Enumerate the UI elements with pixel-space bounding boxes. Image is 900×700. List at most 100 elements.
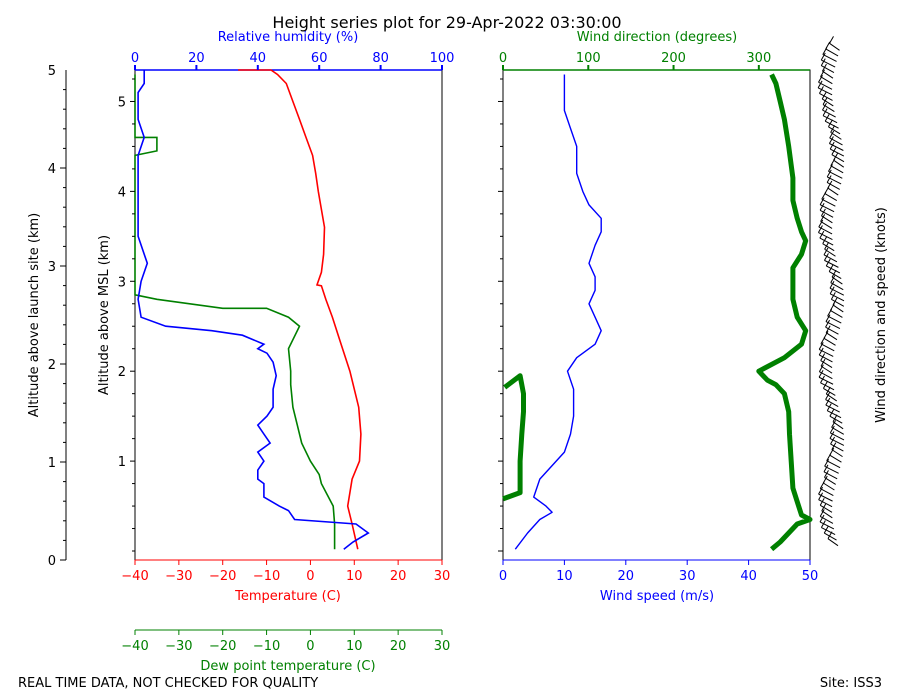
- wind-barb-flag: [819, 197, 825, 205]
- wind-barb-flag: [830, 436, 836, 445]
- wind-barb: [825, 404, 840, 413]
- relative-humidity-axis-label: Relative humidity (%): [218, 30, 359, 45]
- wind-barb-flag: [824, 470, 829, 478]
- msl-altitude-axis-label: Altitude above MSL (km): [97, 235, 112, 395]
- wind-barb-flag: [829, 141, 835, 150]
- dewpoint-tick-label: −40: [121, 639, 148, 654]
- wind-barb: [830, 282, 844, 291]
- wind-speed-tick-label: 0: [499, 569, 507, 584]
- wind-barb-flag: [830, 275, 836, 283]
- wind-barb: [830, 165, 844, 174]
- wind-barb-flag: [826, 175, 832, 183]
- wind-barb: [833, 159, 845, 168]
- msl-altitude-axis: 1 2 3 4 5: [118, 78, 135, 552]
- wind-barb: [826, 182, 840, 190]
- wind-barb: [817, 87, 833, 96]
- wind-barb: [829, 143, 844, 151]
- site-label: Site: ISS3: [820, 676, 882, 691]
- wind-plot-frame: [502, 69, 811, 561]
- wind-barb-flag: [829, 447, 835, 456]
- wind-barb: [825, 393, 837, 402]
- wind-barb: [821, 527, 836, 535]
- wind-barb: [829, 137, 843, 146]
- wind-barb: [822, 104, 835, 112]
- wind-barb-flag: [818, 225, 823, 233]
- wind-barb: [828, 126, 841, 135]
- wind-barb-flag: [818, 364, 824, 372]
- wind-barb: [818, 493, 833, 502]
- rh-tick-label: 20: [188, 51, 205, 66]
- dewpoint-line: [134, 74, 336, 550]
- wind-barb: [823, 387, 836, 396]
- dewpoint-axis: −40 −30 −20 −10 0 10 20 30: [121, 630, 450, 654]
- wind-direction-line: [756, 73, 813, 552]
- wind-barb: [818, 499, 833, 508]
- wind-barb: [824, 248, 836, 257]
- figure-title: Height series plot for 29-Apr-2022 03:30…: [272, 13, 621, 32]
- wind-barb: [822, 243, 835, 252]
- wind-barb: [822, 109, 836, 118]
- launch-altitude-tick-label: 5: [48, 64, 56, 79]
- wind-barb-flag: [822, 102, 827, 111]
- rh-tick-label: 80: [372, 51, 389, 66]
- wind-barb-flag: [827, 119, 833, 128]
- wind-barb: [819, 371, 833, 380]
- launch-altitude-tick-label: 4: [48, 162, 56, 177]
- wind-barb: [827, 176, 842, 185]
- wind-barb-flag: [823, 247, 829, 256]
- wind-barb: [819, 92, 833, 101]
- wind-barb: [828, 170, 843, 179]
- wind-barb-flag: [818, 347, 824, 356]
- launch-altitude-tick-label: 1: [48, 456, 56, 471]
- wind-barb-flag: [829, 425, 835, 434]
- rh-tick-label: 60: [311, 51, 328, 66]
- wind-barb: [829, 454, 842, 463]
- temperature-tick-label: −20: [209, 569, 236, 584]
- wind-barb-flag: [818, 342, 824, 350]
- wind-barb-flag: [818, 370, 824, 378]
- rh-tick-label: 0: [131, 51, 139, 66]
- launch-altitude-tick-label: 2: [48, 358, 56, 373]
- wind-barb: [818, 226, 833, 235]
- wind-series-group: [502, 73, 813, 552]
- temperature-tick-label: 10: [346, 569, 363, 584]
- wind-barb: [819, 204, 835, 213]
- wind-barb: [821, 98, 834, 107]
- wind-barb: [822, 70, 834, 79]
- wind-barb-flag: [826, 169, 832, 178]
- wind-barb-flag: [828, 136, 834, 144]
- temperature-tick-label: 20: [390, 569, 407, 584]
- wind-barb: [818, 376, 834, 385]
- temperature-line: [238, 69, 362, 550]
- dewpoint-tick-label: 0: [306, 639, 314, 654]
- wind-barb: [827, 538, 839, 547]
- wind-speed-tick-label: 10: [556, 569, 573, 584]
- wind-barb: [831, 276, 843, 285]
- wind-barb: [821, 65, 835, 74]
- wind-barb: [820, 515, 834, 524]
- wind-barb-flag: [820, 52, 826, 61]
- temperature-axis-label: Temperature (C): [234, 589, 341, 604]
- wind-barb: [824, 259, 839, 268]
- wind-barb: [819, 209, 834, 218]
- wind-barb: [824, 532, 837, 541]
- wind-barb: [818, 348, 834, 357]
- dewpoint-tick-label: −10: [253, 639, 280, 654]
- launch-altitude-tick-label: 3: [48, 260, 56, 275]
- wind-barb: [827, 410, 842, 419]
- wind-barb: [821, 59, 836, 68]
- wind-barb-flag: [820, 69, 825, 77]
- wind-barb: [820, 343, 835, 352]
- wind-barb-flag: [820, 58, 826, 66]
- wind-direction-tick-label: 200: [661, 51, 686, 66]
- wind-barb-flag: [825, 392, 831, 400]
- msl-altitude-tick-label: 5: [118, 95, 126, 110]
- wind-barb: [822, 115, 838, 124]
- temperature-tick-label: 0: [306, 569, 314, 584]
- wind-barb-flag: [825, 397, 831, 406]
- wind-barb: [820, 365, 833, 374]
- thermo-plot-frame: [134, 69, 443, 561]
- wind-barb: [823, 337, 836, 346]
- wind-barb: [828, 271, 842, 279]
- wind-barb: [823, 254, 838, 263]
